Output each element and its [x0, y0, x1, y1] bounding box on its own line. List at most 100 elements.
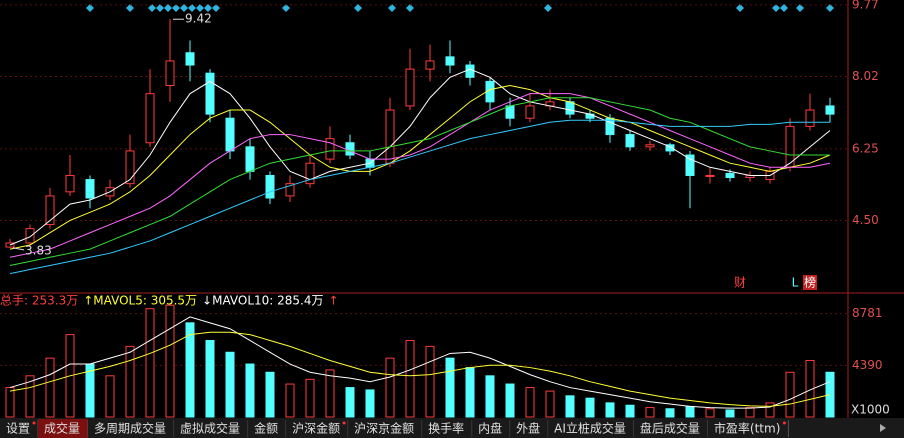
- volume-bar: [345, 387, 355, 418]
- candle-body: [145, 93, 155, 144]
- event-marker: [164, 4, 172, 12]
- candle-body: [245, 146, 255, 172]
- volume-bar: [565, 395, 575, 418]
- candle-body: [325, 138, 335, 160]
- candle-body: [625, 134, 635, 148]
- event-marker: [196, 4, 204, 12]
- tab[interactable]: 设置: [6, 422, 30, 436]
- candle-body: [25, 228, 35, 244]
- candle-body: [65, 174, 75, 193]
- volume-bar: [305, 378, 315, 418]
- moving-average-line: [9, 68, 831, 246]
- event-marker: [86, 4, 94, 12]
- volume-bar: [705, 408, 715, 418]
- volume-bar: [105, 375, 115, 418]
- tab[interactable]: 内盘: [478, 421, 502, 436]
- candle-body: [85, 179, 95, 199]
- candle-body: [45, 195, 55, 226]
- volume-average-line: [9, 331, 831, 407]
- event-marker: [796, 4, 804, 12]
- volume-bar: [665, 408, 675, 418]
- event-marker: [172, 4, 180, 12]
- tab[interactable]: 金额: [254, 421, 278, 436]
- candle-body: [665, 144, 675, 152]
- tab[interactable]: 沪深京金额: [354, 421, 414, 436]
- volume-bar: [725, 409, 735, 418]
- candle-body: [345, 142, 355, 156]
- volume-bar: [645, 407, 655, 418]
- tab-background: [510, 419, 549, 438]
- volume-bar: [525, 387, 535, 418]
- y-tick-label: 8.02: [852, 69, 879, 83]
- event-marker: [180, 4, 188, 12]
- tab-background: [0, 419, 39, 438]
- tab-background: [248, 419, 287, 438]
- candle-body: [465, 64, 475, 78]
- y-tick-label: 6.25: [852, 141, 879, 155]
- tab-background: [88, 419, 175, 438]
- candle-body: [565, 101, 575, 115]
- volume-bar: [685, 405, 695, 418]
- volume-average-line: [9, 316, 831, 409]
- event-marker: [188, 4, 196, 12]
- volume-bar: [605, 402, 615, 418]
- tab[interactable]: 多周期成交量: [94, 421, 166, 436]
- candle-body: [165, 60, 175, 86]
- tab[interactable]: 盘后成交量: [640, 421, 700, 436]
- event-marker: [204, 4, 212, 12]
- candle-body: [225, 117, 235, 152]
- volume-bar: [625, 404, 635, 418]
- volume-legend: ↑: [329, 294, 339, 308]
- tab[interactable]: 成交量: [44, 421, 80, 436]
- volume-bar: [385, 357, 395, 418]
- low-pointer: [12, 247, 25, 251]
- volume-bar: [585, 397, 595, 418]
- event-marker: [156, 4, 164, 12]
- volume-bar: [5, 387, 15, 418]
- volume-bar: [465, 367, 475, 418]
- volume-bar: [265, 371, 275, 418]
- moving-average-line: [9, 84, 831, 250]
- volume-bar: [545, 390, 555, 418]
- y-tick-label: 9.77: [852, 0, 879, 11]
- tab[interactable]: 外盘: [516, 421, 540, 436]
- volume-bar: [245, 363, 255, 418]
- tab[interactable]: 虚拟成交量: [180, 421, 240, 436]
- candle-body: [185, 52, 195, 66]
- candle-body: [645, 144, 655, 148]
- candle-body: [125, 150, 135, 185]
- event-marker: [544, 4, 552, 12]
- high-label: 9.42: [185, 12, 212, 26]
- tab[interactable]: AI立桩成交量: [554, 421, 626, 436]
- event-marker: [282, 4, 290, 12]
- badge[interactable]: L: [792, 276, 799, 290]
- volume-bar: [225, 351, 235, 418]
- tab[interactable]: 市盈率(ttm): [714, 421, 780, 436]
- event-marker: [406, 4, 414, 12]
- tab-background: [286, 419, 349, 438]
- candle-body: [445, 56, 455, 66]
- tab[interactable]: 换手率: [428, 421, 464, 436]
- candle-body: [265, 174, 275, 199]
- tab-background: [472, 419, 511, 438]
- tab[interactable]: 沪深金额: [292, 421, 340, 436]
- tab-dot: [782, 421, 786, 425]
- volume-bar: [505, 383, 515, 418]
- scroll-arrow[interactable]: [880, 424, 886, 432]
- volume-bar: [45, 357, 55, 418]
- tab-background: [633, 419, 708, 438]
- candle-body: [205, 72, 215, 115]
- tab-background: [422, 419, 473, 438]
- badge[interactable]: 榜: [804, 275, 816, 290]
- volume-bar: [165, 304, 175, 418]
- candle-body: [405, 68, 415, 107]
- moving-average-line: [9, 119, 830, 275]
- volume-bar: [285, 383, 295, 418]
- volume-bar: [25, 375, 35, 418]
- tab-background: [707, 419, 789, 438]
- badge[interactable]: 财: [734, 276, 746, 290]
- volume-bar: [765, 402, 775, 418]
- volume-bar: [785, 371, 795, 418]
- volume-bar: [485, 375, 495, 418]
